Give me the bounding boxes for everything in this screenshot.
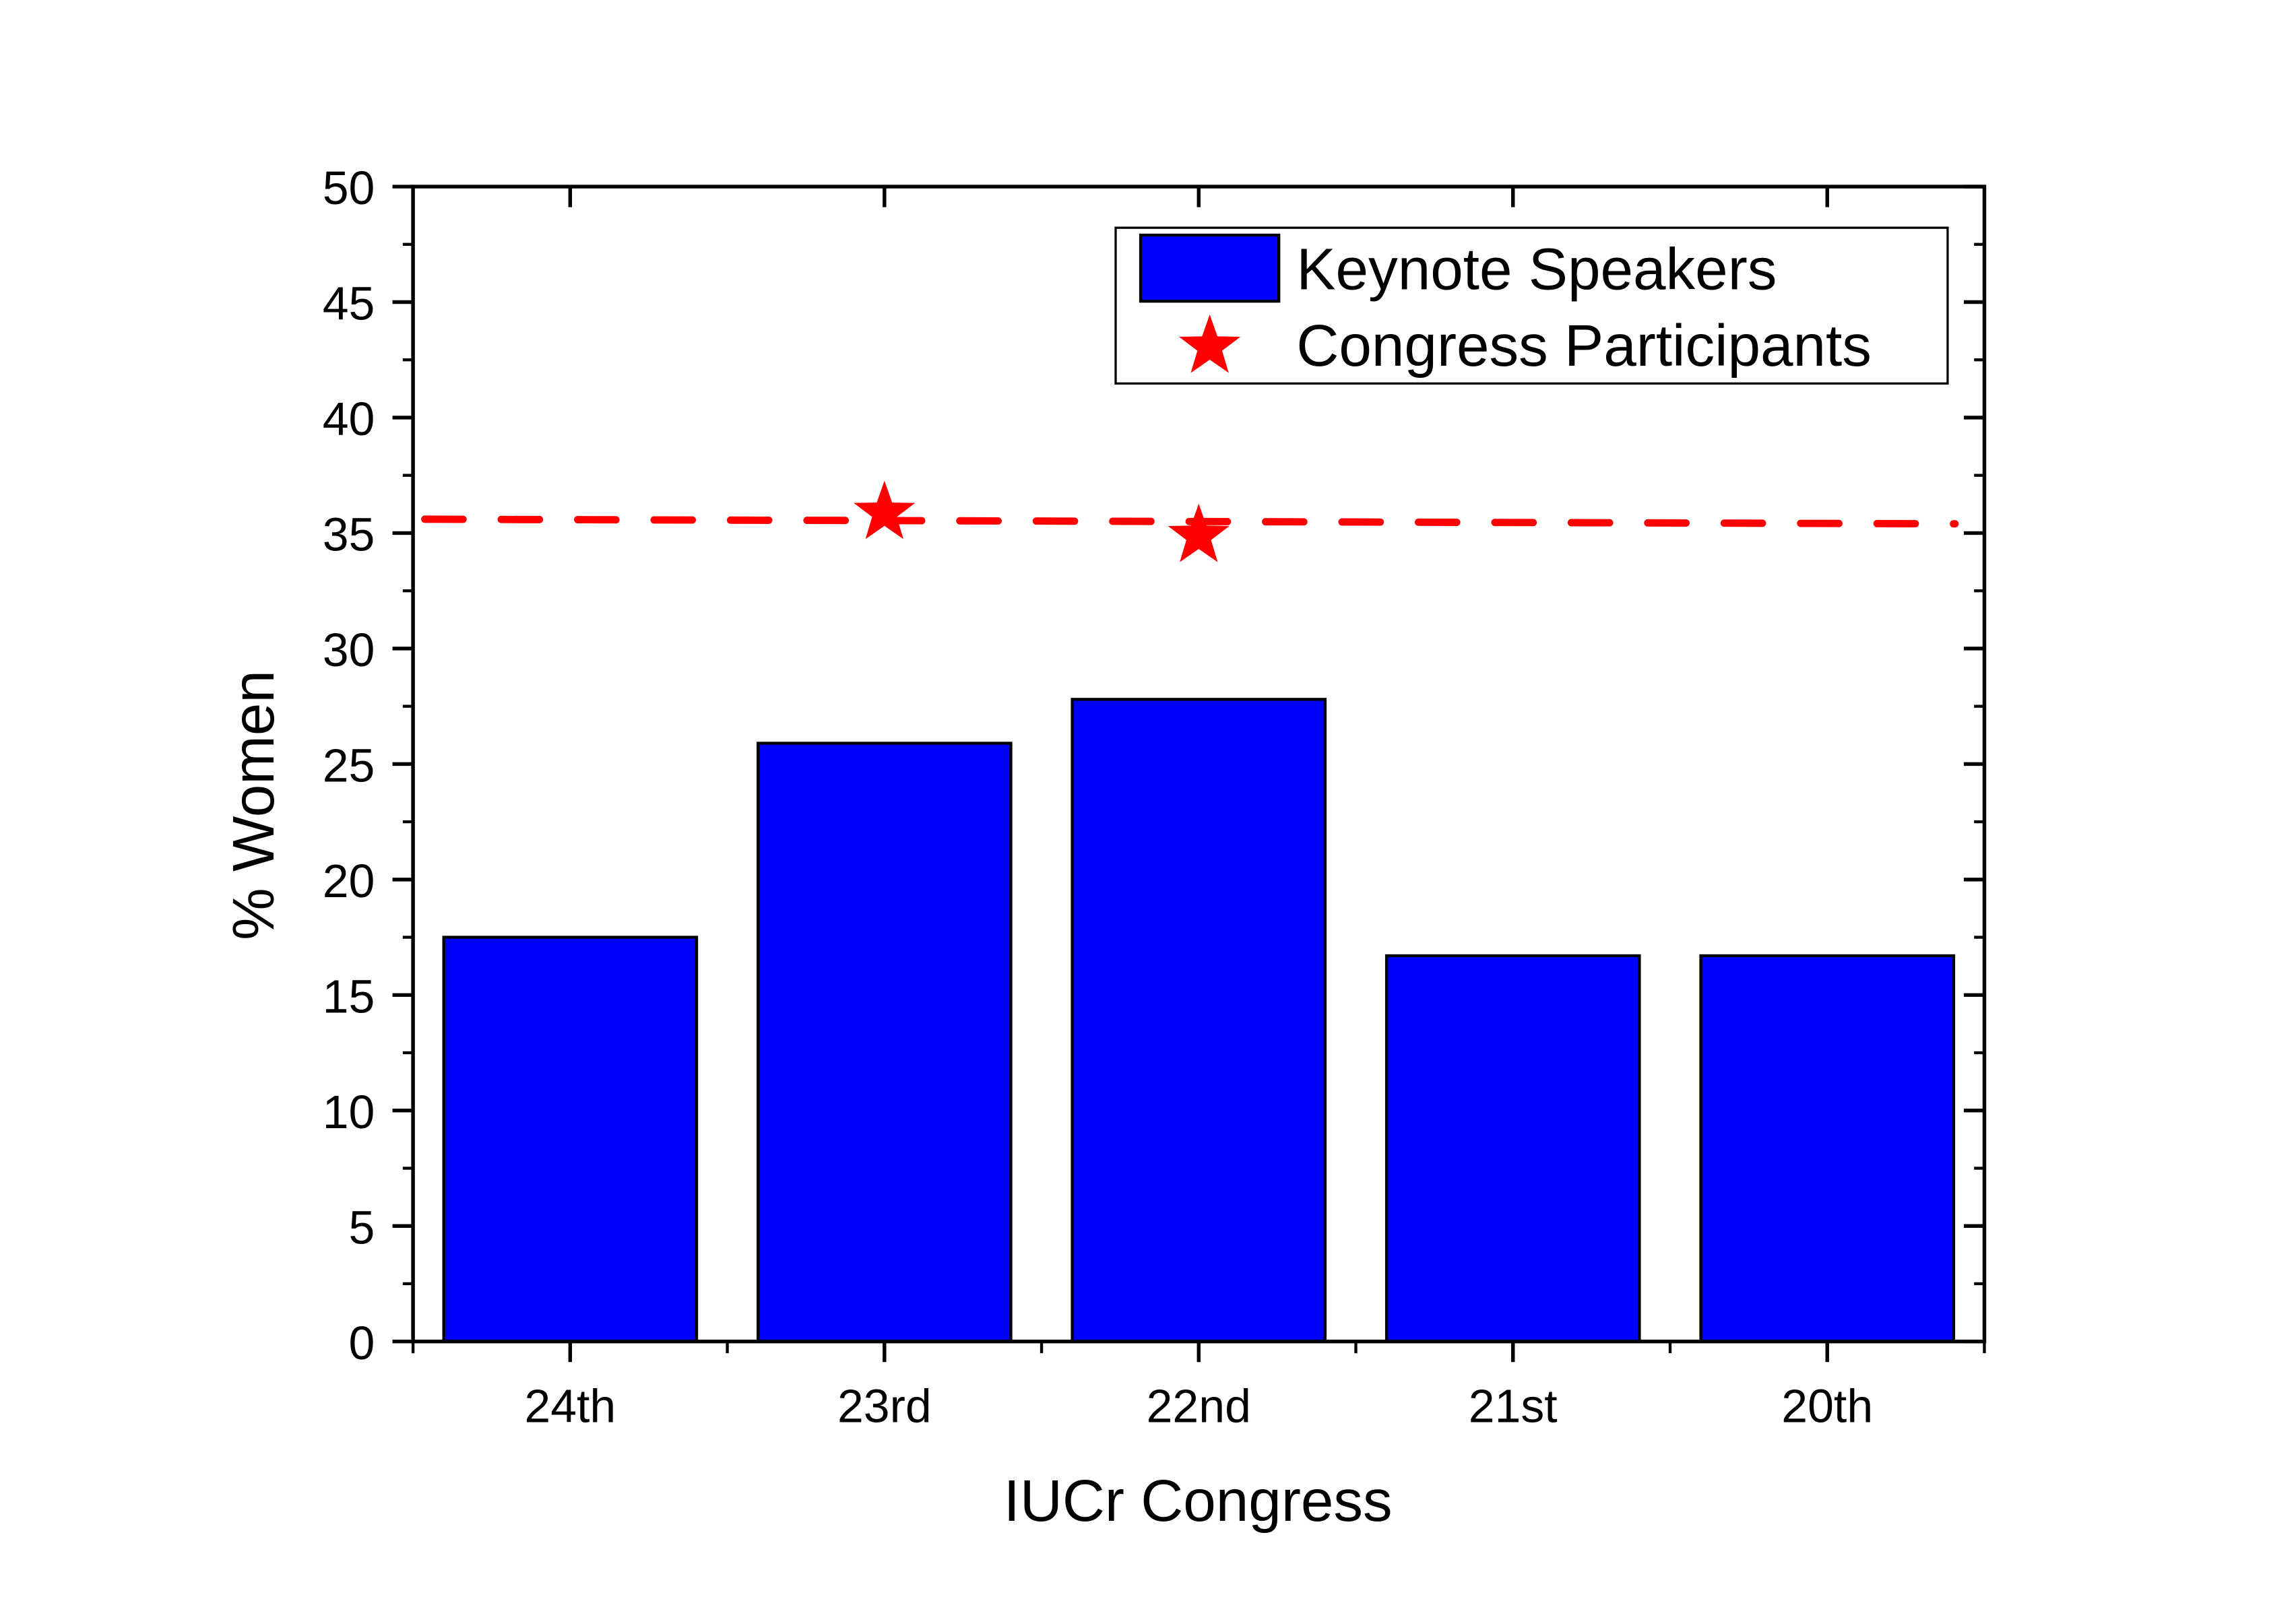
bar-20th	[1699, 954, 1956, 1343]
bar-21st	[1384, 954, 1641, 1343]
y-tick-label: 25	[323, 740, 375, 792]
x-tick-label: 20th	[1781, 1380, 1873, 1433]
y-tick-label: 50	[323, 162, 375, 214]
legend-label-keynote: Keynote Speakers	[1296, 237, 1777, 302]
y-tick-label: 10	[323, 1086, 375, 1138]
reference-line-layer	[421, 515, 1959, 528]
participants-average-line	[421, 515, 1959, 528]
x-tick-label: 22nd	[1147, 1380, 1251, 1433]
legend-label-participants: Congress Participants	[1296, 313, 1872, 379]
y-axis-label: % Women	[221, 670, 286, 940]
bar-24th	[442, 936, 699, 1343]
x-tick-label: 21st	[1469, 1380, 1558, 1433]
star-marker-22nd	[1168, 503, 1230, 562]
legend-star-icon	[1179, 314, 1241, 373]
y-tick-label: 45	[323, 277, 375, 330]
y-tick-label: 30	[323, 624, 375, 676]
y-tick-label: 35	[323, 509, 375, 561]
y-tick-label: 20	[323, 855, 375, 907]
x-axis-label: IUCr Congress	[1004, 1468, 1393, 1534]
y-tick-label: 15	[323, 970, 375, 1022]
y-tick-label: 5	[349, 1201, 375, 1253]
x-tick-label: 23rd	[837, 1380, 932, 1433]
bar-22nd	[1071, 698, 1327, 1343]
legend-swatch-keynote	[1139, 233, 1281, 303]
legend: Keynote Speakers Congress Participants	[1114, 226, 1949, 385]
y-tick-label: 40	[323, 393, 375, 445]
axis-ticks: 0 5 10 15 20 25 30 35 40 45 50 24th 23rd 22nd 21st 20th	[323, 162, 1986, 1433]
y-tick-label: 0	[349, 1317, 375, 1369]
star-marker-23rd	[854, 480, 916, 539]
bars-layer	[442, 698, 1956, 1343]
stars-layer	[854, 480, 1230, 562]
x-tick-label: 24th	[524, 1380, 616, 1433]
bar-23rd	[756, 742, 1013, 1343]
